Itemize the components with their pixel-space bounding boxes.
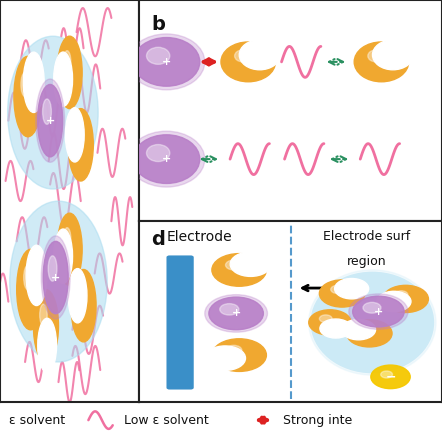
Circle shape bbox=[77, 284, 85, 306]
Circle shape bbox=[309, 310, 351, 335]
Circle shape bbox=[354, 42, 409, 82]
Circle shape bbox=[205, 295, 267, 332]
Circle shape bbox=[65, 108, 84, 162]
Circle shape bbox=[48, 256, 57, 281]
Circle shape bbox=[133, 135, 200, 183]
Text: +: + bbox=[232, 309, 241, 318]
Circle shape bbox=[54, 52, 72, 107]
Circle shape bbox=[75, 123, 82, 145]
Circle shape bbox=[68, 269, 87, 323]
Ellipse shape bbox=[10, 201, 107, 362]
Circle shape bbox=[205, 346, 245, 370]
Circle shape bbox=[14, 56, 42, 137]
Circle shape bbox=[128, 34, 205, 90]
Text: Strong inte: Strong inte bbox=[283, 414, 352, 427]
Text: +: + bbox=[51, 273, 60, 282]
Circle shape bbox=[220, 304, 239, 315]
Circle shape bbox=[36, 79, 65, 162]
Text: Low ε solvent: Low ε solvent bbox=[124, 414, 209, 427]
Circle shape bbox=[209, 297, 263, 330]
Circle shape bbox=[371, 365, 410, 389]
Text: d: d bbox=[151, 230, 165, 249]
Circle shape bbox=[239, 40, 280, 70]
Circle shape bbox=[24, 266, 32, 290]
Circle shape bbox=[23, 52, 44, 112]
Circle shape bbox=[221, 42, 275, 82]
Circle shape bbox=[230, 252, 271, 276]
Circle shape bbox=[383, 286, 428, 312]
Circle shape bbox=[320, 315, 332, 323]
Circle shape bbox=[353, 296, 404, 327]
Circle shape bbox=[63, 51, 71, 72]
Circle shape bbox=[128, 131, 205, 187]
Circle shape bbox=[381, 371, 392, 378]
Text: ε solvent: ε solvent bbox=[9, 414, 65, 427]
Circle shape bbox=[21, 72, 29, 96]
Circle shape bbox=[57, 36, 82, 109]
Text: +: + bbox=[374, 307, 383, 316]
Circle shape bbox=[342, 320, 376, 340]
Text: −: − bbox=[385, 370, 396, 383]
Circle shape bbox=[54, 229, 72, 283]
Circle shape bbox=[146, 47, 170, 64]
Circle shape bbox=[235, 50, 251, 62]
Circle shape bbox=[41, 236, 70, 319]
Circle shape bbox=[63, 228, 71, 249]
Circle shape bbox=[358, 325, 372, 333]
Circle shape bbox=[331, 286, 344, 293]
Circle shape bbox=[68, 109, 93, 181]
Circle shape bbox=[212, 339, 267, 371]
FancyBboxPatch shape bbox=[167, 255, 194, 389]
Circle shape bbox=[146, 145, 170, 162]
Ellipse shape bbox=[309, 270, 436, 375]
Text: +: + bbox=[162, 57, 171, 67]
Circle shape bbox=[368, 50, 384, 62]
Circle shape bbox=[335, 278, 369, 299]
Circle shape bbox=[225, 260, 242, 270]
Circle shape bbox=[42, 99, 51, 124]
Circle shape bbox=[373, 40, 413, 70]
Text: Electrode surf: Electrode surf bbox=[323, 230, 410, 243]
Circle shape bbox=[71, 270, 96, 342]
Circle shape bbox=[133, 38, 200, 86]
Circle shape bbox=[38, 318, 57, 373]
Ellipse shape bbox=[8, 36, 98, 189]
Circle shape bbox=[320, 280, 365, 307]
Text: b: b bbox=[151, 15, 165, 34]
Circle shape bbox=[377, 291, 411, 312]
Circle shape bbox=[394, 291, 408, 299]
Circle shape bbox=[347, 320, 392, 347]
Circle shape bbox=[26, 245, 47, 305]
Circle shape bbox=[43, 241, 68, 314]
Text: Electrode: Electrode bbox=[167, 230, 232, 244]
Circle shape bbox=[363, 302, 381, 313]
Text: +: + bbox=[46, 116, 55, 126]
Circle shape bbox=[40, 304, 47, 326]
Circle shape bbox=[320, 319, 352, 338]
Circle shape bbox=[225, 345, 242, 355]
Circle shape bbox=[57, 213, 82, 286]
Circle shape bbox=[17, 249, 45, 330]
Circle shape bbox=[349, 294, 408, 329]
Circle shape bbox=[212, 254, 267, 286]
Text: +: + bbox=[162, 154, 171, 164]
Circle shape bbox=[38, 84, 63, 157]
Circle shape bbox=[34, 290, 58, 362]
Text: region: region bbox=[347, 255, 386, 268]
